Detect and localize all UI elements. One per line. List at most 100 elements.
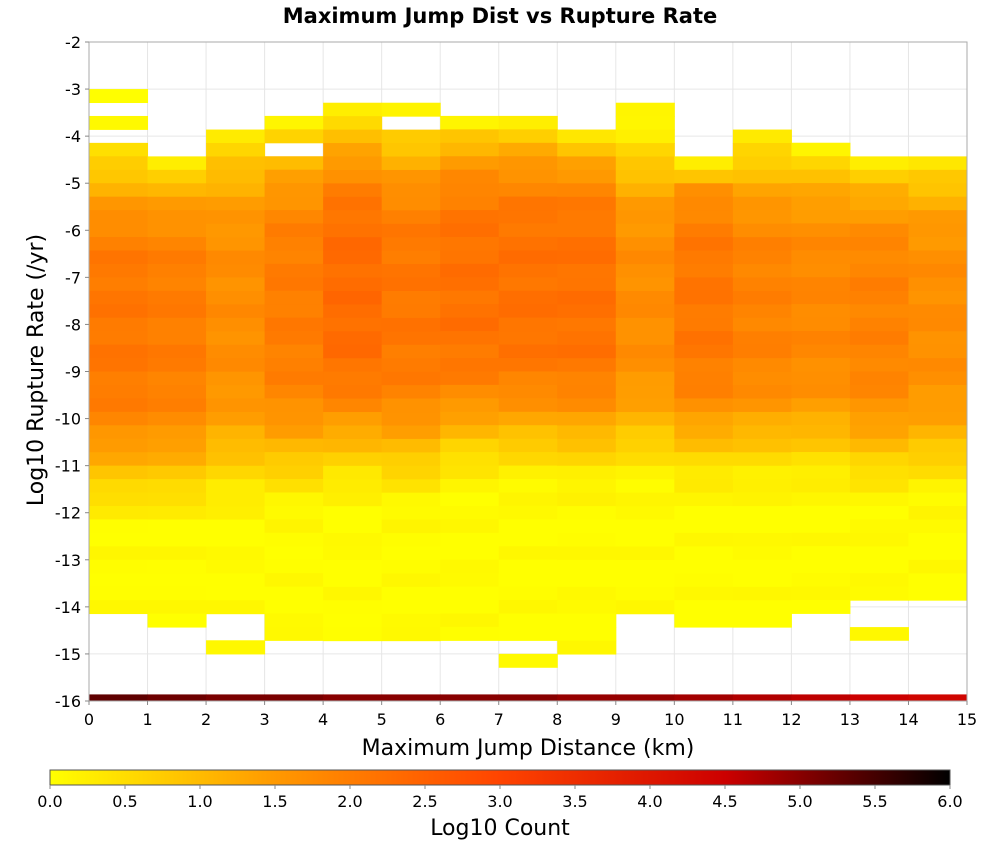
heatmap-cell xyxy=(323,600,383,615)
heatmap-cell xyxy=(381,102,441,117)
heatmap-cell xyxy=(147,600,207,615)
heatmap-cell xyxy=(791,492,851,507)
heatmap-cell xyxy=(440,546,500,561)
heatmap-cell xyxy=(89,196,149,211)
heatmap-cell xyxy=(206,573,266,588)
heatmap-cell xyxy=(791,344,851,359)
heatmap-cell xyxy=(381,600,441,615)
heatmap-cell xyxy=(264,411,324,426)
x-tick-label: 11 xyxy=(723,710,743,729)
heatmap-cell xyxy=(498,371,558,386)
heatmap-cell xyxy=(440,371,500,386)
heatmap-cell xyxy=(674,425,734,440)
heatmap-cell xyxy=(147,317,207,332)
heatmap-cell xyxy=(381,694,441,702)
heatmap-cell xyxy=(323,371,383,386)
heatmap-cell xyxy=(674,304,734,319)
heatmap-cell xyxy=(732,210,792,225)
heatmap-cell xyxy=(498,156,558,171)
heatmap-cell xyxy=(849,317,909,332)
heatmap-cell xyxy=(791,519,851,534)
heatmap-cell xyxy=(264,398,324,413)
heatmap-cell xyxy=(674,519,734,534)
heatmap-cell xyxy=(557,371,617,386)
heatmap-cell xyxy=(440,559,500,574)
heatmap-cell xyxy=(89,358,149,372)
heatmap-cell xyxy=(381,223,441,238)
heatmap-cell xyxy=(498,479,558,493)
heatmap-cell xyxy=(615,196,675,211)
heatmap-cell xyxy=(674,586,734,601)
heatmap-cell xyxy=(89,519,149,534)
heatmap-cell xyxy=(206,129,266,144)
heatmap-cell xyxy=(498,317,558,332)
heatmap-cell xyxy=(89,210,149,225)
x-axis-ticks: 0 1 2 3 4 5 6 7 8 9 10 11 12 13 14 15 xyxy=(84,701,977,729)
heatmap-cell xyxy=(908,411,968,426)
heatmap-cell xyxy=(557,627,617,642)
heatmap-cell xyxy=(498,505,558,520)
heatmap-cell xyxy=(264,357,324,372)
heatmap-cell xyxy=(557,694,617,702)
heatmap-cell xyxy=(849,156,909,171)
heatmap-cell xyxy=(498,115,558,130)
heatmap-cell xyxy=(147,277,207,292)
heatmap-cell xyxy=(674,223,734,238)
heatmap-cell xyxy=(557,237,617,252)
heatmap-cell xyxy=(674,196,734,211)
heatmap-cell xyxy=(381,627,441,642)
heatmap-cell xyxy=(381,613,441,628)
colorbar-tick-label: 2.0 xyxy=(337,792,362,811)
heatmap-cell xyxy=(264,505,324,520)
heatmap-cell xyxy=(323,358,383,373)
heatmap-cell xyxy=(89,183,149,198)
heatmap-cell xyxy=(849,344,909,359)
heatmap-cell xyxy=(264,371,324,386)
heatmap-cell xyxy=(323,452,383,467)
heatmap-cell xyxy=(849,371,909,386)
heatmap-cell xyxy=(147,358,207,373)
heatmap-cell xyxy=(264,129,324,144)
heatmap-cell xyxy=(381,277,441,292)
heatmap-cell xyxy=(381,465,441,480)
heatmap-cell xyxy=(89,398,149,413)
heatmap-cell xyxy=(206,277,266,292)
heatmap-cell xyxy=(264,331,324,346)
heatmap-cell xyxy=(323,143,383,158)
heatmap-cell xyxy=(381,331,441,346)
heatmap-cell xyxy=(264,532,324,547)
heatmap-cell xyxy=(557,290,617,305)
heatmap-cell xyxy=(615,250,675,265)
heatmap-cell xyxy=(791,331,851,345)
heatmap-cell xyxy=(147,586,207,601)
heatmap-cell xyxy=(732,237,792,252)
heatmap-cell xyxy=(206,398,266,413)
heatmap-cell xyxy=(791,384,851,399)
heatmap-cell xyxy=(732,331,792,346)
y-tick-label: -3 xyxy=(65,80,81,99)
heatmap-cell xyxy=(615,277,675,292)
heatmap-cell xyxy=(440,411,500,426)
heatmap-cell xyxy=(557,586,617,601)
heatmap-cell xyxy=(206,317,266,332)
heatmap-cell xyxy=(732,344,792,359)
heatmap-cell xyxy=(89,411,149,426)
heatmap-cell xyxy=(323,465,383,480)
heatmap-cell xyxy=(264,115,324,130)
y-tick-label: -2 xyxy=(65,33,81,52)
heatmap-cell xyxy=(732,411,792,426)
heatmap-cell xyxy=(849,559,909,574)
heatmap-cell xyxy=(89,479,149,494)
heatmap-cell xyxy=(791,694,851,702)
heatmap-cell xyxy=(264,600,324,614)
heatmap-cell xyxy=(557,344,617,359)
heatmap-cell xyxy=(615,116,675,131)
heatmap-cell xyxy=(323,412,383,426)
heatmap-cell xyxy=(791,223,851,238)
y-axis-ticks: -16 -15 -14 -13 -12 -11 -10 -9 -8 -7 -6 -5 -4 -3 -2 xyxy=(55,33,89,711)
heatmap-cell xyxy=(908,169,968,184)
heatmap-cell xyxy=(206,559,266,574)
heatmap-cell xyxy=(908,479,968,494)
y-tick-label: -10 xyxy=(55,410,81,429)
heatmap-cell xyxy=(908,559,968,574)
